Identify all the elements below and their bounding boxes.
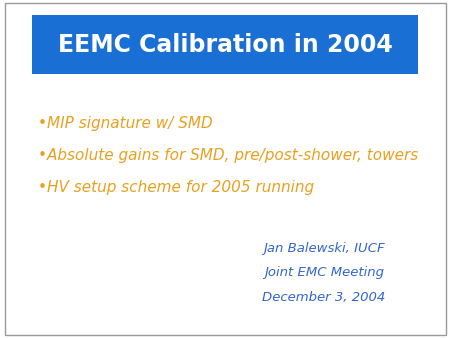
Text: EEMC Calibration in 2004: EEMC Calibration in 2004 xyxy=(58,33,392,57)
Bar xyxy=(32,15,419,74)
Text: •HV setup scheme for 2005 running: •HV setup scheme for 2005 running xyxy=(38,180,315,195)
Text: Joint EMC Meeting: Joint EMC Meeting xyxy=(264,266,384,279)
Text: December 3, 2004: December 3, 2004 xyxy=(262,291,386,304)
Text: •MIP signature w/ SMD: •MIP signature w/ SMD xyxy=(38,116,213,131)
Text: •Absolute gains for SMD, pre/post-shower, towers: •Absolute gains for SMD, pre/post-shower… xyxy=(38,148,419,163)
Text: Jan Balewski, IUCF: Jan Balewski, IUCF xyxy=(263,242,385,255)
